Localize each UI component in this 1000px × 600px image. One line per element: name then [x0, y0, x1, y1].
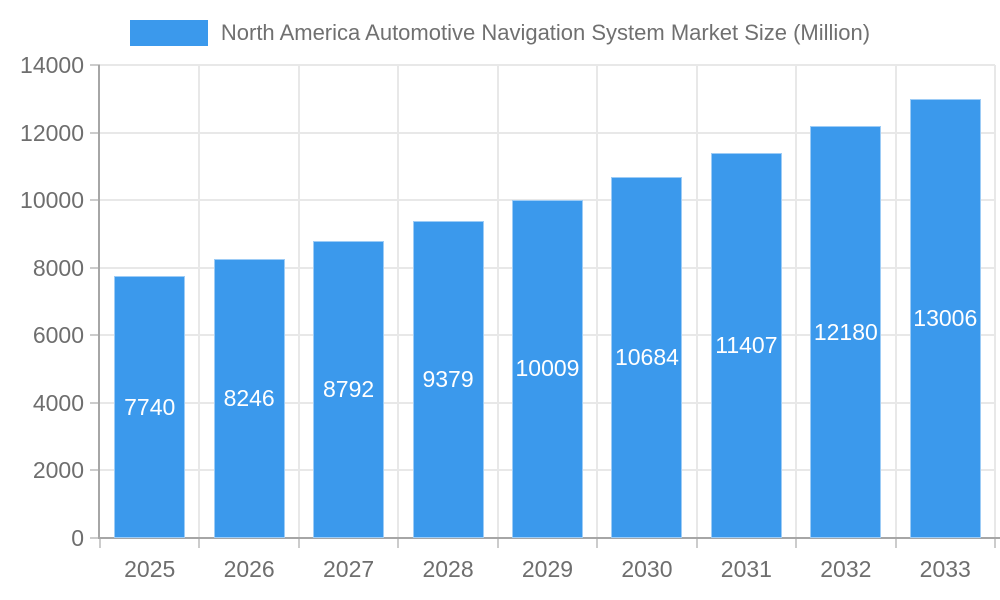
bar-value-label: 10684 [614, 344, 679, 370]
x-tick [99, 538, 101, 548]
bar[interactable]: 10009 [512, 199, 583, 538]
bar-value-label: 11407 [715, 331, 778, 358]
legend[interactable]: North America Automotive Navigation Syst… [0, 20, 1000, 46]
y-tick [90, 469, 100, 472]
gridline-h [100, 64, 995, 66]
y-tick [90, 64, 100, 66]
x-tick [496, 538, 499, 548]
y-axis-label: 0 [71, 525, 84, 551]
y-tick [90, 131, 100, 134]
x-tick [596, 538, 599, 548]
y-tick [90, 401, 100, 404]
x-axis-label: 2028 [422, 556, 474, 582]
bar-value-label: 7740 [124, 393, 176, 420]
bar[interactable]: 10684 [611, 177, 683, 538]
y-axis-label: 12000 [20, 119, 84, 146]
y-axis-label: 2000 [32, 457, 84, 484]
x-tick [994, 538, 996, 548]
gridline-v [695, 65, 698, 538]
bar-value-label: 8246 [223, 385, 275, 412]
bar[interactable]: 9379 [412, 221, 484, 538]
x-axis-label: 2026 [223, 556, 275, 582]
bar-value-label: 9379 [422, 366, 474, 393]
gridline-v [297, 65, 300, 538]
x-tick [894, 538, 897, 548]
y-tick [90, 334, 100, 337]
gridline-v [596, 65, 599, 538]
x-axis-label: 2033 [919, 556, 971, 582]
bar-value-label: 8792 [323, 375, 375, 402]
x-tick [397, 538, 400, 548]
bar[interactable]: 13006 [909, 98, 981, 538]
legend-swatch [129, 20, 208, 46]
gridline-v [496, 65, 499, 538]
y-axis-label: 14000 [20, 52, 84, 78]
y-axis-label: 10000 [20, 187, 84, 214]
y-tick [90, 266, 100, 269]
x-axis-label: 2029 [521, 556, 574, 582]
gridline-v [397, 65, 400, 538]
x-tick [297, 538, 300, 548]
y-tick [90, 537, 100, 539]
gridline-v [198, 65, 201, 538]
bar-value-label: 12180 [813, 318, 878, 345]
x-axis-label: 2031 [720, 556, 772, 582]
gridline-h [100, 131, 995, 134]
bar[interactable]: 8792 [313, 240, 385, 538]
y-axis-label: 4000 [32, 389, 84, 416]
gridline-v [795, 65, 798, 538]
x-axis-label: 2025 [124, 556, 176, 582]
gridline-v [894, 65, 897, 538]
x-axis-label: 2030 [621, 556, 673, 582]
x-tick [198, 538, 201, 548]
x-axis-label: 2032 [820, 556, 872, 582]
bar[interactable]: 11407 [710, 152, 782, 538]
x-tick [695, 538, 698, 548]
bar-value-label: 13006 [913, 304, 978, 331]
x-axis-label: 2027 [323, 556, 375, 582]
bar[interactable]: 12180 [810, 126, 882, 538]
y-axis-line [98, 65, 100, 538]
y-tick [90, 199, 100, 202]
gridline-v [994, 65, 996, 538]
bar[interactable]: 8246 [213, 259, 285, 538]
bar[interactable]: 7740 [114, 276, 186, 538]
y-axis-label: 6000 [32, 322, 84, 349]
x-tick [795, 538, 798, 548]
legend-label: North America Automotive Navigation Syst… [220, 20, 871, 45]
bar-value-label: 10009 [515, 355, 580, 382]
y-axis-label: 8000 [32, 254, 84, 281]
x-axis-line [98, 537, 1000, 539]
